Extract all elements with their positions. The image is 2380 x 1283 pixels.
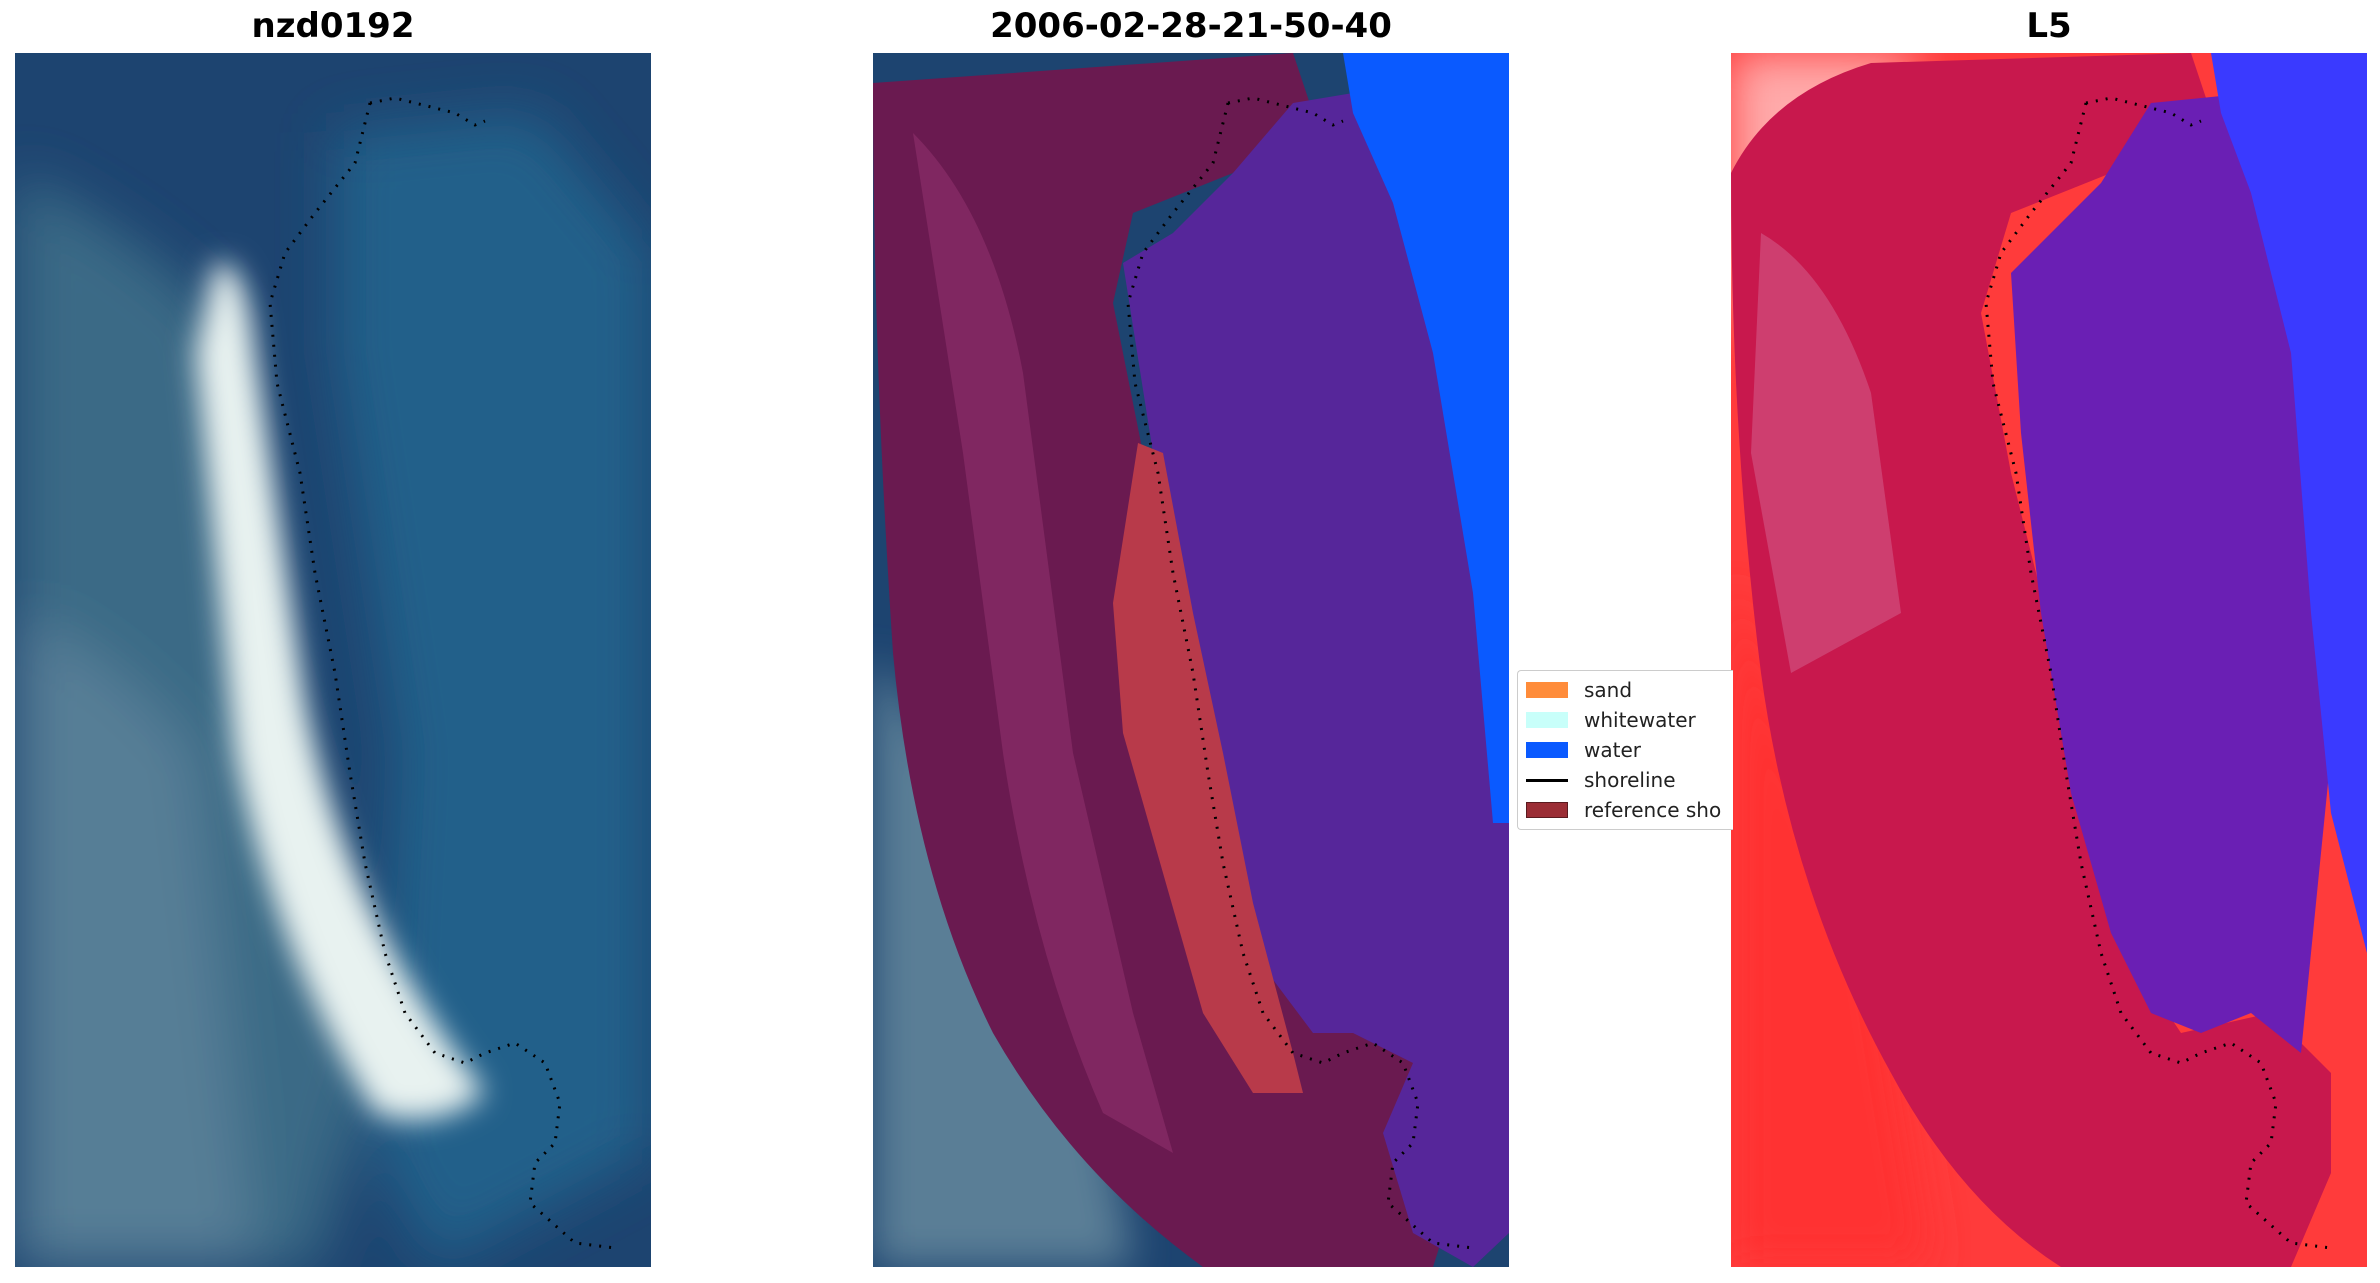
legend-item-whitewater: whitewater [1526,708,1696,732]
panel-title-classification: 2006-02-28-21-50-40 [990,6,1392,46]
legend: sand whitewater water shoreline referenc… [1517,670,1733,830]
legend-item-sand: sand [1526,678,1633,702]
legend-swatch-sand [1526,682,1568,698]
panel-title-rgb: nzd0192 [251,6,415,46]
panel-title-index: L5 [2026,6,2072,46]
rgb-image-panel [15,53,651,1267]
legend-item-reference-shoreline: reference sho [1526,798,1722,822]
shoreline-line [268,102,616,1250]
rgb-image [15,53,651,1267]
index-map-image [1731,53,2367,1267]
legend-label: sand [1584,678,1633,702]
legend-label: shoreline [1584,768,1676,792]
classification-panel [873,53,1509,1267]
shoreline-line [1126,102,1474,1250]
legend-item-water: water [1526,738,1641,762]
legend-label: reference sho [1584,798,1722,822]
legend-swatch-reference-shoreline [1526,802,1568,818]
legend-label: whitewater [1584,708,1696,732]
legend-label: water [1584,738,1641,762]
classification-image [873,53,1509,1267]
legend-swatch-whitewater [1526,712,1568,728]
legend-swatch-water [1526,742,1568,758]
shoreline-line [1984,102,2332,1250]
legend-item-shoreline: shoreline [1526,768,1676,792]
legend-line-shoreline [1526,778,1568,782]
index-map-panel [1731,53,2367,1267]
